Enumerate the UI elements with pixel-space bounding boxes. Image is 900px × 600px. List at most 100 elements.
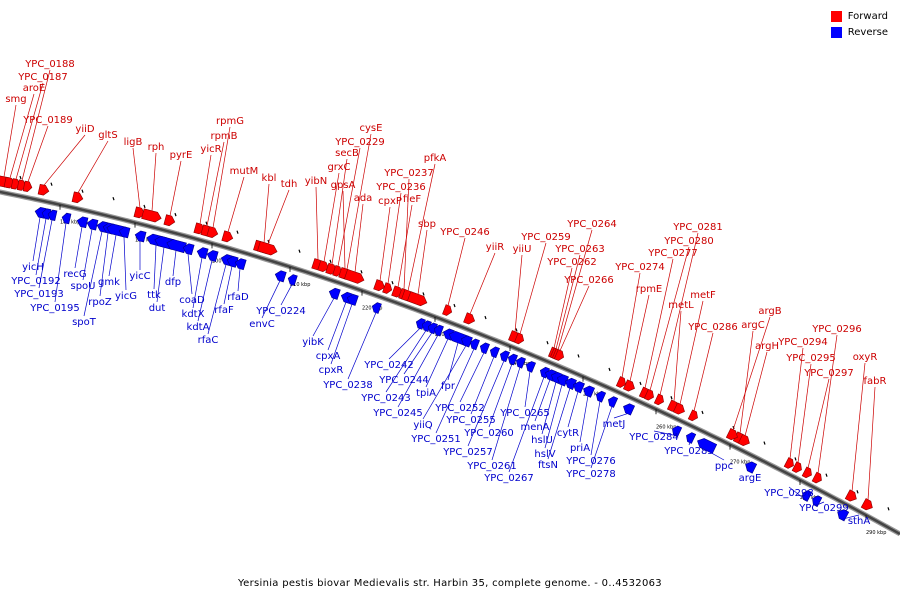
- gene-leader-line: [673, 310, 682, 402]
- forward-gene-label: rph: [148, 142, 165, 153]
- reverse-gene-arrow[interactable]: [555, 373, 569, 387]
- reverse-gene-arrow[interactable]: [506, 353, 518, 366]
- gene-leader-line: [197, 260, 213, 322]
- reverse-gene-arrow[interactable]: [287, 273, 298, 286]
- reverse-gene-arrow[interactable]: [563, 376, 577, 390]
- reverse-gene-arrow[interactable]: [606, 395, 619, 408]
- forward-gene-arrow[interactable]: [653, 393, 665, 406]
- reverse-gene-arrow[interactable]: [621, 402, 636, 416]
- reverse-gene-arrow[interactable]: [166, 238, 187, 254]
- reverse-gene-arrow[interactable]: [581, 384, 595, 398]
- reverse-gene-arrow[interactable]: [800, 489, 813, 502]
- genome-backbone: [0, 189, 900, 537]
- reverse-gene-arrow[interactable]: [274, 269, 287, 283]
- gene-leader-line: [488, 363, 513, 428]
- reverse-gene-label: YPC_0265: [499, 408, 550, 419]
- reverse-gene-arrow[interactable]: [226, 255, 239, 268]
- reverse-gene-arrow[interactable]: [76, 216, 89, 229]
- forward-gene-arrow[interactable]: [725, 427, 739, 441]
- forward-gene-arrow[interactable]: [553, 349, 565, 362]
- forward-gene-label: YPC_0286: [687, 322, 738, 333]
- reverse-gene-arrow[interactable]: [684, 431, 697, 444]
- forward-gene-arrow[interactable]: [373, 279, 387, 293]
- reverse-gene-arrow[interactable]: [61, 212, 72, 225]
- forward-gene-arrow[interactable]: [860, 498, 875, 512]
- forward-gene-label: cpxP: [378, 196, 402, 207]
- forward-gene-arrow[interactable]: [622, 379, 636, 393]
- reverse-gene-arrow[interactable]: [196, 246, 209, 260]
- reverse-gene-arrow[interactable]: [41, 208, 52, 220]
- reverse-gene-label: ftsN: [538, 460, 558, 471]
- gene-leader-line: [797, 363, 812, 464]
- reverse-gene-arrow[interactable]: [234, 257, 247, 271]
- reverse-gene-arrow[interactable]: [743, 460, 758, 474]
- forward-gene-arrow[interactable]: [672, 402, 686, 416]
- forward-gene-arrow[interactable]: [791, 461, 804, 475]
- reverse-gene-arrow[interactable]: [514, 356, 526, 369]
- forward-gene-arrow[interactable]: [844, 489, 859, 504]
- minor-marker: [50, 182, 53, 186]
- scale-tick-label: 290 kbp: [866, 530, 886, 536]
- gene-leader-line: [379, 206, 391, 281]
- reverse-gene-arrow[interactable]: [182, 243, 195, 256]
- forward-gene-arrow[interactable]: [71, 191, 84, 204]
- reverse-gene-arrow[interactable]: [346, 293, 359, 306]
- gene-leader-line: [679, 300, 704, 405]
- forward-gene-arrow[interactable]: [317, 260, 331, 273]
- reverse-gene-label: yicH: [22, 262, 44, 273]
- legend-reverse: Reverse: [830, 24, 888, 40]
- forward-gene-arrow[interactable]: [206, 226, 219, 238]
- reverse-gene-arrow[interactable]: [498, 349, 510, 363]
- forward-gene-arrow[interactable]: [37, 183, 50, 196]
- forward-gene-arrow[interactable]: [801, 466, 814, 480]
- reverse-gene-arrow[interactable]: [206, 249, 219, 262]
- reverse-gene-arrow[interactable]: [371, 301, 382, 314]
- reverse-gene-arrow[interactable]: [478, 342, 490, 355]
- reverse-gene-arrow[interactable]: [427, 322, 438, 335]
- reverse-gene-arrow[interactable]: [594, 390, 607, 403]
- forward-gene-arrow[interactable]: [783, 457, 796, 471]
- forward-gene-arrow[interactable]: [257, 241, 278, 256]
- forward-gene-arrow[interactable]: [382, 282, 394, 295]
- gene-leader-line: [15, 82, 44, 180]
- reverse-gene-arrow[interactable]: [524, 360, 536, 373]
- forward-gene-arrow[interactable]: [344, 269, 365, 285]
- forward-gene-arrow[interactable]: [22, 180, 33, 193]
- reverse-gene-arrow[interactable]: [118, 226, 131, 239]
- reverse-gene-arrow[interactable]: [421, 319, 432, 332]
- gene-leader-line: [347, 312, 377, 380]
- forward-gene-arrow[interactable]: [737, 433, 751, 447]
- forward-gene-arrow[interactable]: [221, 230, 234, 243]
- reverse-gene-arrow[interactable]: [488, 345, 500, 359]
- forward-gene-arrow[interactable]: [615, 376, 627, 389]
- forward-gene-label: YPC_0297: [803, 368, 854, 379]
- reverse-gene-arrow[interactable]: [86, 218, 99, 231]
- gene-leader-line: [705, 449, 725, 461]
- reverse-gene-arrow[interactable]: [810, 494, 823, 508]
- forward-gene-arrow[interactable]: [442, 304, 453, 317]
- gene-leader-line: [3, 104, 17, 177]
- forward-gene-arrow[interactable]: [811, 471, 824, 485]
- reverse-gene-arrow[interactable]: [695, 436, 718, 454]
- reverse-gene-arrow[interactable]: [432, 324, 444, 337]
- reverse-gene-arrow[interactable]: [415, 317, 426, 330]
- reverse-gene-arrow[interactable]: [670, 424, 683, 438]
- forward-gene-arrow[interactable]: [163, 214, 176, 227]
- gene-leader-line: [613, 413, 629, 419]
- reverse-gene-arrow[interactable]: [47, 209, 58, 222]
- reverse-gene-arrow[interactable]: [460, 334, 473, 348]
- forward-gene-arrow[interactable]: [643, 388, 655, 401]
- forward-gene-arrow[interactable]: [141, 208, 163, 223]
- scale-tick-label: 270 kbp: [730, 460, 750, 466]
- reverse-gene-arrow[interactable]: [835, 507, 850, 522]
- minor-marker: [298, 249, 301, 253]
- forward-gene-arrow[interactable]: [406, 291, 428, 308]
- forward-gene-arrow[interactable]: [514, 332, 525, 345]
- reverse-gene-arrow[interactable]: [468, 338, 480, 351]
- forward-gene-arrow[interactable]: [687, 409, 700, 422]
- reverse-gene-arrow[interactable]: [328, 287, 341, 300]
- reverse-gene-arrow[interactable]: [538, 366, 551, 379]
- forward-gene-arrow[interactable]: [463, 312, 477, 326]
- reverse-gene-arrow[interactable]: [134, 230, 147, 243]
- reverse-gene-arrow[interactable]: [571, 380, 585, 394]
